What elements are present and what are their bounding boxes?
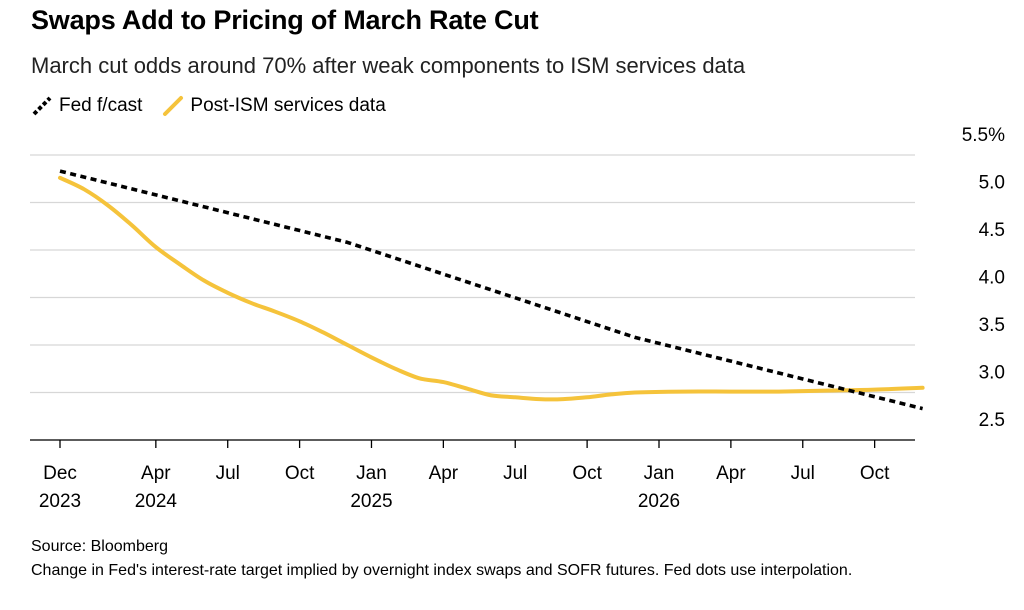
y-tick-label: 3.0: [979, 363, 1005, 384]
x-axis-labels: Dec 2023 Apr 2024 Jul Oct Jan 2025 Apr Jul Oct Jan 2…: [39, 463, 890, 512]
x-tick-year-label: 2023: [39, 491, 81, 512]
chart-legend: Fed f/cast Post-ISM services data: [31, 93, 406, 119]
x-tick-year-label: 2024: [135, 491, 178, 512]
x-tick-label: Jul: [503, 463, 527, 484]
legend-label-fed-forecast: Fed f/cast: [59, 95, 143, 116]
dashed-line-swatch-icon: [32, 96, 52, 116]
y-tick-label: 4.0: [979, 268, 1005, 289]
legend-label-post-ism: Post-ISM services data: [190, 95, 386, 116]
x-tick-label: Oct: [572, 463, 602, 484]
legend-item-fed-forecast: Fed f/cast: [31, 95, 142, 117]
footnote: Change in Fed's interest-rate target imp…: [31, 562, 853, 579]
y-tick-label: 5.5%: [962, 125, 1005, 146]
x-axis: [30, 439, 915, 448]
x-tick-label: Jul: [216, 463, 240, 484]
chart-title: Swaps Add to Pricing of March Rate Cut: [31, 5, 539, 35]
y-tick-label: 5.0: [979, 173, 1005, 194]
source-note: Source: Bloomberg: [31, 538, 168, 555]
y-tick-label: 2.5: [979, 410, 1005, 431]
solid-line-swatch-icon: [163, 96, 184, 116]
x-tick-label: Jan: [356, 463, 387, 484]
chart-subtitle: March cut odds around 70% after weak com…: [31, 53, 746, 78]
series-lines: [58, 169, 925, 411]
x-tick-label: Oct: [285, 463, 315, 484]
legend-item-post-ism: Post-ISM services data: [162, 95, 386, 117]
x-tick-label: Apr: [429, 463, 459, 484]
x-tick-year-label: 2026: [638, 491, 680, 512]
y-tick-label: 4.5: [979, 220, 1005, 241]
x-tick-year-label: 2025: [350, 491, 392, 512]
x-tick-label: Jul: [791, 463, 815, 484]
x-tick-label: Apr: [716, 463, 746, 484]
x-tick-label: Apr: [141, 463, 171, 484]
series-line-post-ism: [58, 175, 925, 402]
x-tick-label: Dec: [43, 463, 77, 484]
y-axis-labels: 5.5% 5.0 4.5 4.0 3.5 3.0 2.5: [962, 125, 1005, 431]
y-tick-label: 3.5: [979, 315, 1005, 336]
x-tick-label: Jan: [644, 463, 675, 484]
series-line-fed-forecast: [59, 169, 924, 411]
x-tick-label: Oct: [860, 463, 890, 484]
